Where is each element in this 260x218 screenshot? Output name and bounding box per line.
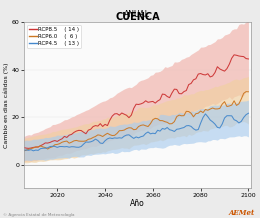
Text: ANUAL: ANUAL (124, 10, 150, 19)
Legend: RCP8.5    ( 14 ), RCP6.0    (  6 ), RCP4.5    ( 13 ): RCP8.5 ( 14 ), RCP6.0 ( 6 ), RCP4.5 ( 13… (27, 25, 81, 48)
Title: CUENCA: CUENCA (115, 12, 160, 22)
Text: AEMet: AEMet (229, 209, 255, 217)
Text: © Agencia Estatal de Meteorología: © Agencia Estatal de Meteorología (3, 213, 74, 217)
Y-axis label: Cambio en dias cálidos (%): Cambio en dias cálidos (%) (3, 63, 9, 148)
X-axis label: Año: Año (130, 199, 145, 208)
